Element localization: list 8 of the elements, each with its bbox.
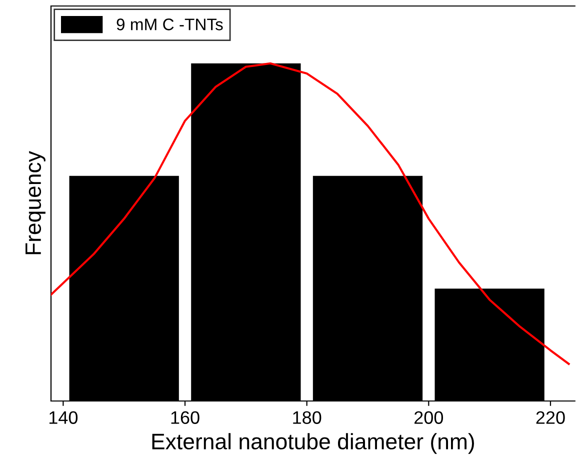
x-tick-label: 200 [414, 411, 444, 424]
x-tick-label: 220 [536, 411, 565, 424]
x-tick-label: 140 [50, 411, 78, 424]
x-tick-label: 180 [293, 411, 322, 424]
y-axis-title: Frequency [26, 151, 46, 254]
x-axis-title: External nanotube diameter (nm) [152, 433, 474, 454]
x-tick-label: 160 [171, 411, 200, 424]
legend-label: 9 mM C -TNTs [116, 18, 223, 30]
